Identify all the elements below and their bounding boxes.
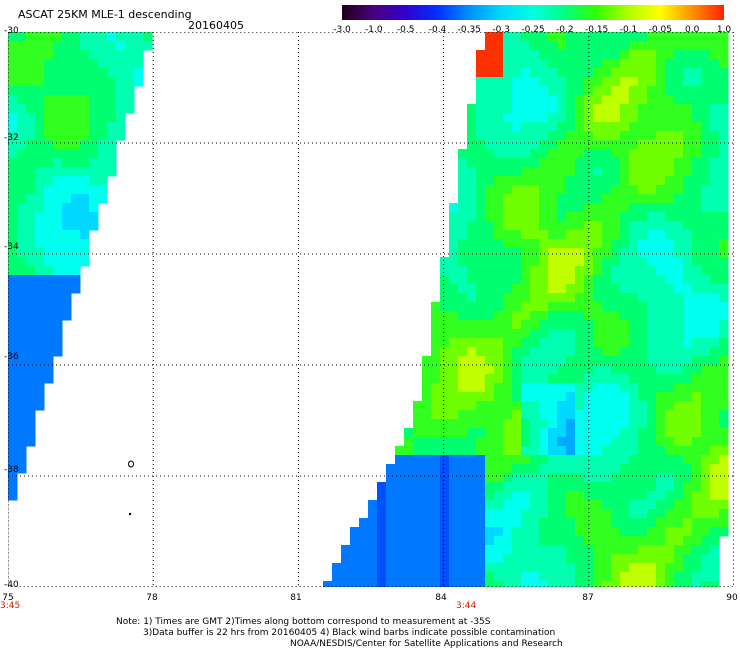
colorbar-label: 1.0 — [716, 25, 732, 35]
map-date: 20160405 — [188, 19, 244, 32]
colorbar-label: -0.35 — [457, 25, 481, 35]
colorbar-label: -0.2 — [556, 25, 574, 35]
map-plot — [8, 32, 734, 587]
lat-label-30: -30 — [4, 26, 19, 36]
island-outline — [128, 460, 134, 468]
map-title: ASCAT 25KM MLE-1 descending — [18, 8, 192, 21]
colorbar-gradient — [342, 5, 724, 20]
island-dot — [128, 512, 132, 516]
colorbar-label: -0.3 — [492, 25, 510, 35]
colorbar-label: -0.4 — [428, 25, 447, 35]
colorbar-label: -0.5 — [396, 25, 415, 35]
colorbar-label: -3.0 — [333, 25, 351, 35]
lat-label-32: -32 — [4, 133, 19, 143]
pass-time-right: 3:44 — [456, 601, 477, 611]
lat-label-40: -40 — [4, 580, 19, 590]
lon-label-87: 87 — [582, 593, 594, 603]
colorbar-label: -0.15 — [585, 25, 609, 35]
pass-time-left: 3:45 — [0, 601, 21, 611]
swath-cells — [8, 32, 729, 587]
lon-label-84: 84 — [435, 593, 447, 603]
colorbar-label: -0.1 — [619, 25, 638, 35]
lon-label-90: 90 — [726, 593, 738, 603]
colorbar-label: -0.25 — [521, 25, 545, 35]
note-line-1: Note: 1) Times are GMT 2)Times along bot… — [116, 617, 491, 627]
note-line-2: 3)Data buffer is 22 hrs from 20160405 4)… — [143, 628, 556, 638]
colorbar-label: -1.0 — [365, 25, 383, 35]
lon-label-75: 75 — [2, 593, 14, 603]
colorbar-label: -0.05 — [648, 25, 672, 35]
colorbar — [342, 5, 724, 20]
lon-label-78: 78 — [146, 593, 158, 603]
note-line-3: NOAA/NESDIS/Center for Satellite Applica… — [290, 639, 563, 649]
lat-label-34: -34 — [4, 242, 19, 252]
lon-label-81: 81 — [290, 593, 302, 603]
colorbar-label: 0.0 — [684, 25, 700, 35]
lat-label-38: -38 — [4, 465, 19, 475]
ascat-swath-map — [8, 32, 734, 587]
lat-label-36: -36 — [4, 352, 19, 362]
map-frame — [8, 32, 734, 587]
